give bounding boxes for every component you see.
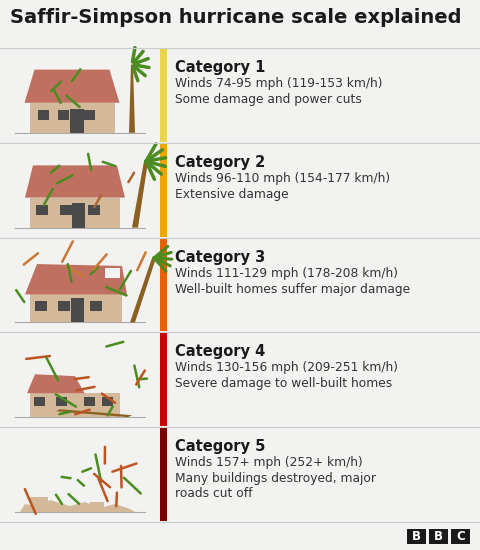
Bar bbox=[160, 239, 167, 332]
Bar bbox=[30, 294, 122, 322]
Text: Winds 74-95 mph (119-153 km/h): Winds 74-95 mph (119-153 km/h) bbox=[175, 77, 383, 90]
Bar bbox=[90, 502, 104, 510]
Bar bbox=[160, 144, 167, 236]
Bar bbox=[160, 333, 167, 426]
Polygon shape bbox=[25, 264, 127, 294]
Bar bbox=[407, 529, 426, 544]
Bar bbox=[0, 48, 480, 143]
Polygon shape bbox=[129, 64, 135, 133]
Polygon shape bbox=[20, 500, 135, 512]
Text: Some damage and power cuts: Some damage and power cuts bbox=[175, 93, 362, 106]
Polygon shape bbox=[56, 409, 132, 417]
Text: Many buildings destroyed, major
roads cut off: Many buildings destroyed, major roads cu… bbox=[175, 472, 376, 500]
Polygon shape bbox=[132, 161, 148, 228]
Polygon shape bbox=[24, 70, 120, 103]
Bar bbox=[29, 103, 115, 133]
Bar bbox=[0, 143, 480, 238]
Bar bbox=[30, 388, 50, 396]
Bar bbox=[34, 397, 45, 406]
Bar bbox=[30, 393, 120, 417]
Bar bbox=[58, 301, 70, 311]
Text: Well-built homes suffer major damage: Well-built homes suffer major damage bbox=[175, 283, 410, 295]
Bar bbox=[72, 202, 85, 228]
Bar bbox=[37, 110, 48, 120]
Bar bbox=[105, 268, 120, 278]
Bar bbox=[35, 301, 47, 311]
Bar bbox=[88, 205, 100, 214]
Bar bbox=[84, 110, 95, 120]
Bar bbox=[160, 428, 167, 521]
Polygon shape bbox=[130, 258, 156, 322]
Bar bbox=[56, 397, 67, 406]
Bar bbox=[102, 397, 113, 406]
Bar bbox=[429, 529, 448, 544]
Bar bbox=[0, 427, 480, 522]
Text: Category 3: Category 3 bbox=[175, 250, 265, 265]
Text: B: B bbox=[412, 530, 421, 543]
Text: Category 2: Category 2 bbox=[175, 155, 265, 170]
Text: Winds 111-129 mph (178-208 km/h): Winds 111-129 mph (178-208 km/h) bbox=[175, 267, 398, 279]
Text: Winds 157+ mph (252+ km/h): Winds 157+ mph (252+ km/h) bbox=[175, 456, 363, 469]
Bar bbox=[30, 497, 48, 509]
Text: B: B bbox=[434, 530, 443, 543]
Text: Category 4: Category 4 bbox=[175, 344, 265, 359]
Bar bbox=[160, 49, 167, 142]
Text: Winds 130-156 mph (209-251 km/h): Winds 130-156 mph (209-251 km/h) bbox=[175, 361, 398, 375]
Text: Category 1: Category 1 bbox=[175, 60, 265, 75]
Bar bbox=[90, 301, 102, 311]
Polygon shape bbox=[25, 166, 125, 197]
Bar bbox=[70, 109, 84, 133]
Bar bbox=[451, 529, 470, 544]
Bar bbox=[84, 397, 95, 406]
Text: C: C bbox=[456, 530, 465, 543]
Polygon shape bbox=[27, 374, 84, 393]
Bar bbox=[30, 197, 120, 228]
Bar bbox=[0, 238, 480, 332]
Text: Severe damage to well-built homes: Severe damage to well-built homes bbox=[175, 377, 392, 390]
Bar bbox=[0, 332, 480, 427]
Text: Category 5: Category 5 bbox=[175, 439, 265, 454]
Text: Winds 96-110 mph (154-177 km/h): Winds 96-110 mph (154-177 km/h) bbox=[175, 172, 390, 185]
Text: Extensive damage: Extensive damage bbox=[175, 188, 288, 201]
Bar bbox=[36, 205, 48, 214]
Bar bbox=[71, 299, 84, 322]
Text: Saffir-Simpson hurricane scale explained: Saffir-Simpson hurricane scale explained bbox=[10, 8, 461, 27]
Bar bbox=[60, 205, 72, 214]
Bar bbox=[58, 110, 69, 120]
